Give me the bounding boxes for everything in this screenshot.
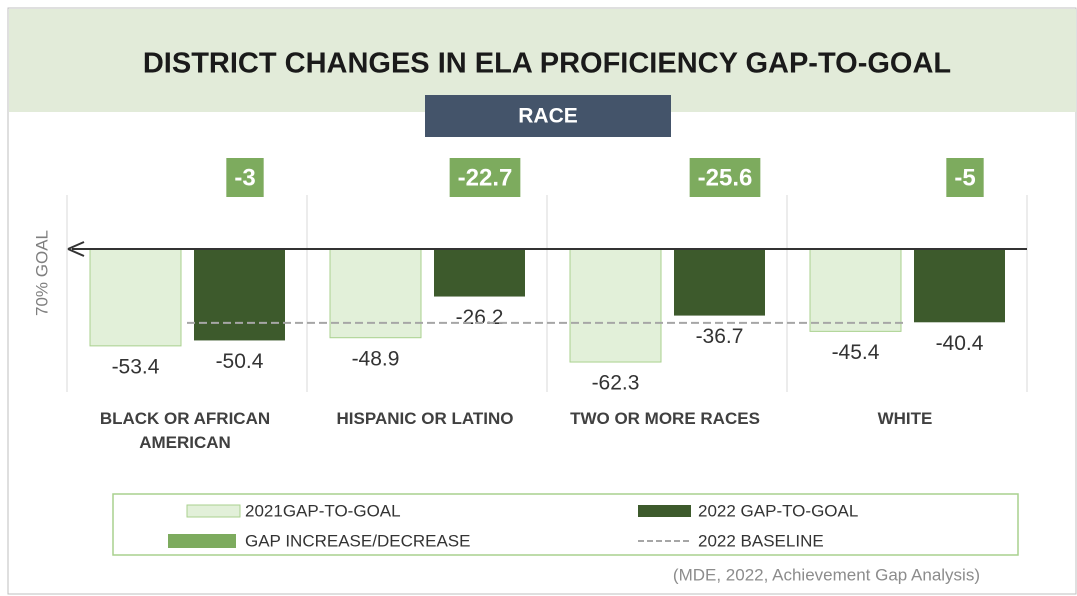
legend-swatch bbox=[168, 534, 236, 548]
gap-label: -25.6 bbox=[698, 164, 753, 191]
legend-swatch bbox=[638, 505, 691, 517]
bar bbox=[89, 248, 182, 347]
value-label: -40.4 bbox=[936, 332, 984, 355]
title-band bbox=[9, 9, 1076, 112]
gap-label: -22.7 bbox=[458, 164, 513, 191]
category-label: WHITE bbox=[877, 409, 933, 428]
legend-swatch bbox=[186, 504, 241, 518]
category-label: BLACK OR AFRICAN AMERICAN bbox=[99, 409, 271, 452]
chart-title: DISTRICT CHANGES IN ELA PROFICIENCY GAP-… bbox=[143, 48, 951, 80]
y-axis-label: 70% GOAL bbox=[32, 230, 51, 316]
category-label: TWO OR MORE RACES bbox=[570, 409, 760, 428]
value-label: -50.4 bbox=[216, 350, 264, 373]
legend-label: 2022 GAP-TO-GOAL bbox=[698, 501, 858, 520]
gap-badge bbox=[946, 158, 984, 197]
legend-box bbox=[112, 493, 1019, 556]
value-label: -26.2 bbox=[456, 306, 504, 329]
legend-label: 2022 BASELINE bbox=[698, 531, 824, 550]
bar bbox=[569, 248, 662, 363]
gap-badge bbox=[449, 158, 521, 197]
bar bbox=[674, 249, 765, 316]
bar bbox=[194, 249, 285, 341]
value-label: -48.9 bbox=[352, 347, 400, 370]
frame bbox=[7, 7, 1077, 595]
gap-label: -3 bbox=[234, 164, 255, 191]
value-label: -53.4 bbox=[112, 355, 160, 378]
source-note: (MDE, 2022, Achievement Gap Analysis) bbox=[673, 565, 980, 584]
category-label: HISPANIC OR LATINO bbox=[336, 409, 514, 428]
bar bbox=[329, 248, 422, 339]
bar bbox=[809, 248, 902, 332]
legend-label: 2021GAP-TO-GOAL bbox=[245, 501, 401, 520]
subtitle: RACE bbox=[518, 105, 578, 128]
bar bbox=[434, 249, 525, 297]
value-label: -45.4 bbox=[832, 341, 880, 364]
goal-arrow bbox=[67, 241, 85, 257]
gap-badge bbox=[689, 158, 761, 197]
gap-label: -5 bbox=[954, 164, 975, 191]
value-label: -36.7 bbox=[696, 325, 744, 348]
subtitle-box bbox=[425, 95, 671, 137]
value-label: -62.3 bbox=[592, 372, 640, 395]
bar bbox=[914, 249, 1005, 323]
gap-badge bbox=[226, 158, 264, 197]
legend-label: GAP INCREASE/DECREASE bbox=[245, 531, 470, 550]
